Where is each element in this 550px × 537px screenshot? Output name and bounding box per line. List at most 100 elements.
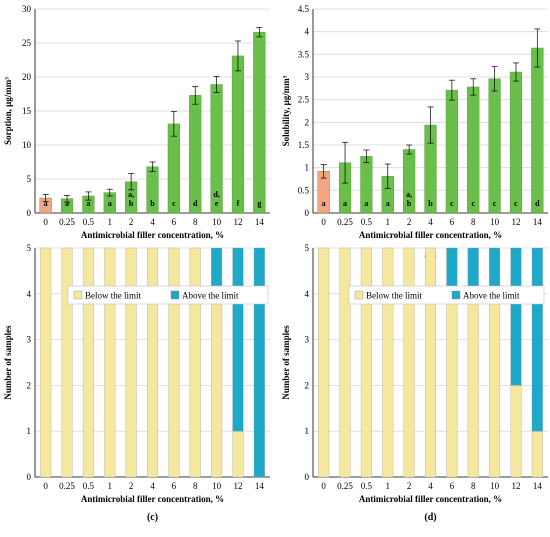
chart-panel-1: 051015202530a0a0.25a0.5a1a,b2b4c6d8d,e10… (3, 4, 270, 262)
x-tick-label: 4 (428, 481, 433, 491)
x-tick-label: 8 (193, 481, 198, 491)
bar-segment (403, 247, 415, 478)
bar (531, 47, 544, 214)
y-tick-label: 3 (305, 72, 310, 82)
panel-label: (c) (147, 512, 158, 523)
x-tick-label: 4 (150, 481, 155, 491)
x-axis-title: Antimicrobial filler concentration, % (81, 230, 224, 240)
x-tick-label: 12 (233, 217, 242, 227)
significance-letter: a (108, 199, 112, 208)
bar (445, 89, 458, 214)
significance-letter: a (364, 199, 368, 208)
y-tick-label: 0.5 (298, 185, 310, 195)
legend-label: Below the limit (366, 291, 422, 301)
x-tick-label: 8 (193, 217, 198, 227)
significance-letter: c (172, 199, 176, 208)
x-tick-label: 0.5 (83, 217, 95, 227)
x-axis-title: Antimicrobial filler concentration, % (359, 230, 502, 240)
significance-letter: b (407, 199, 412, 208)
bar-segment (189, 247, 201, 478)
significance-letter: a (86, 199, 90, 208)
y-tick-label: 1.5 (298, 140, 310, 150)
bar-segment (61, 247, 73, 478)
x-tick-label: 12 (511, 217, 520, 227)
x-tick-label: 14 (255, 217, 265, 227)
significance-letter: e (215, 199, 219, 208)
significance-letter: f (237, 199, 240, 208)
x-tick-label: 4 (428, 217, 433, 227)
x-tick-label: 14 (533, 481, 543, 491)
y-tick-label: 15 (22, 106, 32, 116)
significance-letter: a (44, 199, 48, 208)
x-tick-label: 0 (43, 481, 48, 491)
bar-segment (253, 247, 265, 478)
bar-segment (232, 247, 244, 432)
x-axis-title: Antimicrobial filler concentration, % (81, 494, 224, 504)
x-tick-label: 0.25 (59, 481, 75, 491)
significance-letter: c (471, 199, 475, 208)
y-tick-label: 2 (305, 117, 310, 127)
bar (509, 71, 523, 214)
y-tick-label: 2 (27, 380, 32, 390)
y-tick-label: 10 (22, 140, 32, 150)
legend-swatch (73, 290, 83, 300)
x-tick-label: 1 (108, 481, 113, 491)
bar-segment (232, 431, 244, 478)
y-tick-label: 0 (27, 472, 32, 482)
y-tick-label: 0 (27, 208, 32, 218)
bar (488, 78, 501, 214)
y-tick-label: 4 (305, 289, 310, 299)
x-tick-label: 1 (108, 217, 113, 227)
y-tick-label: 3.5 (298, 49, 310, 59)
significance-letter: c (514, 199, 518, 208)
significance-letter: d, (213, 190, 219, 199)
panel-label: (d) (424, 512, 436, 523)
x-tick-label: 0.25 (59, 217, 75, 227)
y-tick-label: 3 (305, 335, 310, 345)
significance-letter: a, (406, 190, 412, 199)
significance-letter: b (428, 199, 433, 208)
significance-letter: b (129, 199, 134, 208)
bar-segment (510, 385, 522, 478)
bar-segment (82, 247, 94, 478)
legend: Below the limit Above the limit (67, 285, 269, 305)
legend-swatch (170, 290, 180, 300)
bar-segment (125, 247, 137, 478)
y-tick-label: 0 (305, 208, 310, 218)
y-tick-label: 2 (305, 380, 310, 390)
bar-segment (467, 293, 479, 478)
x-tick-label: 2 (407, 217, 412, 227)
legend: Below the limit Above the limit (348, 285, 545, 305)
bar-segment (510, 247, 522, 386)
x-tick-label: 0 (321, 217, 326, 227)
x-tick-label: 10 (490, 217, 500, 227)
significance-letter: c (450, 199, 454, 208)
bar-segment (40, 247, 52, 478)
y-tick-label: 25 (22, 38, 32, 48)
x-tick-label: 0.25 (337, 481, 353, 491)
legend-label: Below the limit (85, 291, 141, 301)
bar-segment (446, 293, 458, 478)
x-tick-label: 14 (533, 217, 543, 227)
significance-letter: a (343, 199, 347, 208)
x-tick-label: 8 (471, 481, 476, 491)
x-tick-label: 0.5 (361, 481, 373, 491)
y-tick-label: 4 (305, 27, 310, 37)
bar-segment (147, 247, 158, 478)
significance-letter: a (65, 199, 69, 208)
y-tick-label: 5 (305, 243, 310, 253)
significance-letter: g (257, 199, 261, 208)
significance-letter: a, (128, 190, 134, 199)
y-tick-label: 4 (27, 289, 32, 299)
y-tick-label: 2.5 (298, 95, 310, 105)
y-axis-title: Number of samples (3, 325, 13, 400)
bar-segment (425, 247, 436, 478)
bar-segment (339, 247, 351, 478)
x-tick-label: 1 (386, 217, 391, 227)
bar (189, 95, 202, 214)
x-tick-label: 10 (490, 481, 500, 491)
significance-letter: b (150, 199, 155, 208)
bar-segment (104, 247, 116, 478)
